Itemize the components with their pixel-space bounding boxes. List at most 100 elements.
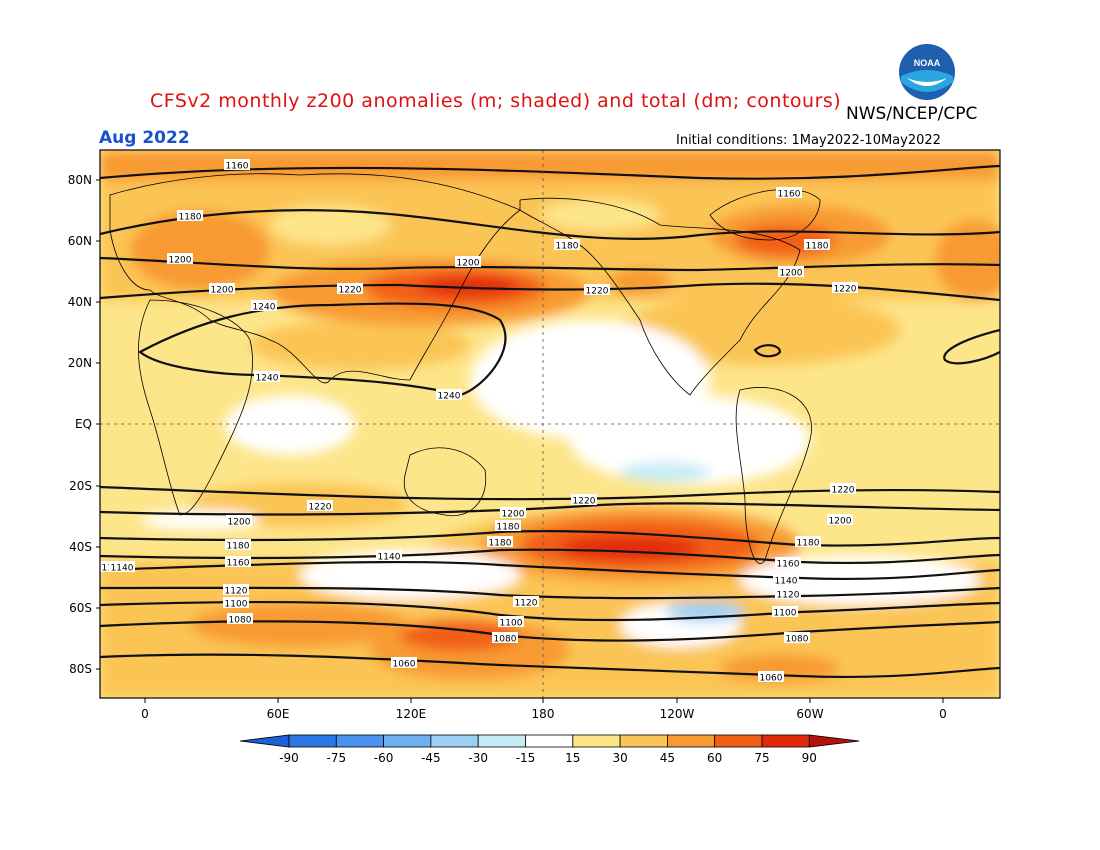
contour-label-text: 1100 (225, 600, 248, 610)
contour-label-bg (436, 389, 462, 400)
contour-label: 1240 (254, 371, 280, 384)
contour-label: 1220 (307, 500, 333, 513)
lat-tick-label: 40N (68, 295, 92, 309)
contour-label-text: 1180 (497, 523, 520, 533)
contour-label-text: 1080 (229, 616, 252, 626)
contour-label-text: 1120 (515, 599, 538, 609)
contour-label-bg (251, 300, 277, 311)
contour-label-text: 1160 (227, 559, 250, 569)
contour-label-text: 1240 (253, 303, 276, 313)
lon-tick-label: 60E (267, 707, 290, 721)
contour-label: 1200 (167, 253, 193, 266)
contour-label-text: 1180 (797, 539, 820, 549)
lat-tick-label: 80S (69, 662, 92, 676)
lat-tick-label: 60S (69, 601, 92, 615)
agency-label: NWS/NCEP/CPC (846, 104, 978, 124)
contour-label-bg (554, 239, 580, 250)
contour-label-bg (500, 507, 526, 518)
contour-label-bg (337, 283, 363, 294)
contour-label-text: 1200 (502, 510, 525, 520)
contour-label-bg (391, 657, 417, 668)
colorbar-swatch (667, 734, 716, 748)
contour-label: 1060 (391, 657, 417, 670)
contour-label-text: 1120 (777, 591, 800, 601)
colorbar-label: -60 (374, 751, 394, 765)
contour-label: 1140 (109, 561, 135, 574)
contour-label: 1220 (337, 283, 363, 296)
north-america-outline (519, 197, 801, 396)
lat-tick-label: 20N (68, 356, 92, 370)
contour-label: 1100 (223, 597, 249, 610)
contour-label-bg (492, 632, 518, 643)
contour-label-bg (773, 574, 799, 585)
colorbar-swatch (714, 734, 763, 748)
contour-label: 1220 (584, 284, 610, 297)
lat-tick-label: 60N (68, 234, 92, 248)
contour-1180-north (100, 209, 1000, 240)
eurasia-outline (109, 173, 521, 384)
contour-label-bg (775, 557, 801, 568)
contour-label-text: 1240 (256, 374, 279, 384)
contour-label-bg (772, 606, 798, 617)
coastlines (109, 173, 821, 564)
contour-1220-south (100, 485, 1000, 501)
greenland-outline (709, 189, 821, 241)
contour-label-text: 1220 (339, 286, 362, 296)
contour-label-text: 1100 (774, 609, 797, 619)
contour-label-bg (487, 536, 513, 547)
lon-tick-label: 180 (532, 707, 555, 721)
colorbar-swatch (761, 734, 810, 748)
contour-label-text: 1100 (500, 619, 523, 629)
noaa-logo-text: NOAA (914, 58, 941, 68)
contour-label: 1180 (804, 239, 830, 252)
colorbar-swatch (288, 734, 337, 748)
contour-label-bg (224, 159, 250, 170)
lon-tick-label: 0 (939, 707, 947, 721)
contour-label-text: 1220 (309, 503, 332, 513)
contour-label: 1120 (513, 596, 539, 609)
colorbar-swatch (430, 734, 479, 748)
anomaly-neutral (570, 395, 810, 485)
contour-label-bg (776, 187, 802, 198)
contour-1160-south (100, 548, 1000, 565)
contour-label-text: 1200 (780, 269, 803, 279)
anomaly-neutral (225, 395, 355, 455)
colorbar-label: -30 (468, 751, 488, 765)
contour-label: 1180 (177, 210, 203, 223)
contour-label-bg (209, 283, 235, 294)
anomaly-patch (130, 210, 270, 290)
contour-label: 1060 (758, 671, 784, 684)
contour-label-text: 1200 (211, 286, 234, 296)
contour-label-bg (223, 597, 249, 608)
longitude-axis: 0 60E 120E 180 120W 60W 0 (141, 698, 947, 721)
anomaly-patch (250, 320, 470, 370)
anomaly-patch (935, 220, 1000, 300)
lat-tick-label: 40S (69, 540, 92, 554)
contour-1200-south (100, 502, 1000, 516)
contour-label-bg (584, 284, 610, 295)
contour-label-text: 1080 (786, 635, 809, 645)
contour-label-bg (832, 282, 858, 293)
contour-1060-south (100, 653, 1000, 679)
contour-label-bg (225, 539, 251, 550)
colorbar-arrow-max (808, 734, 860, 748)
anomaly-patch (540, 199, 660, 231)
contour-label: 1240 (436, 389, 462, 402)
contour-label: 1100 (498, 616, 524, 629)
colorbar-swatch (572, 734, 621, 748)
contour-labels: 1160 1160 1180 1180 1180 1200 1200 1200 1200 1220… (100, 159, 858, 684)
contour-label: 1200 (500, 507, 526, 520)
map-title: CFSv2 monthly z200 anomalies (m; shaded)… (150, 90, 842, 112)
contour-label-text: 1220 (586, 287, 609, 297)
graticule (100, 150, 1000, 698)
contour-label-text: 1220 (573, 497, 596, 507)
contour-label: 1180 (225, 539, 251, 552)
contour-label-text: 1120 (225, 587, 248, 597)
lon-tick-label: 120W (660, 707, 695, 721)
contour-label-text: 1200 (829, 517, 852, 527)
contour-label-text: 1160 (777, 560, 800, 570)
contour-1140-south (100, 560, 1000, 581)
australia-outline (403, 447, 487, 517)
